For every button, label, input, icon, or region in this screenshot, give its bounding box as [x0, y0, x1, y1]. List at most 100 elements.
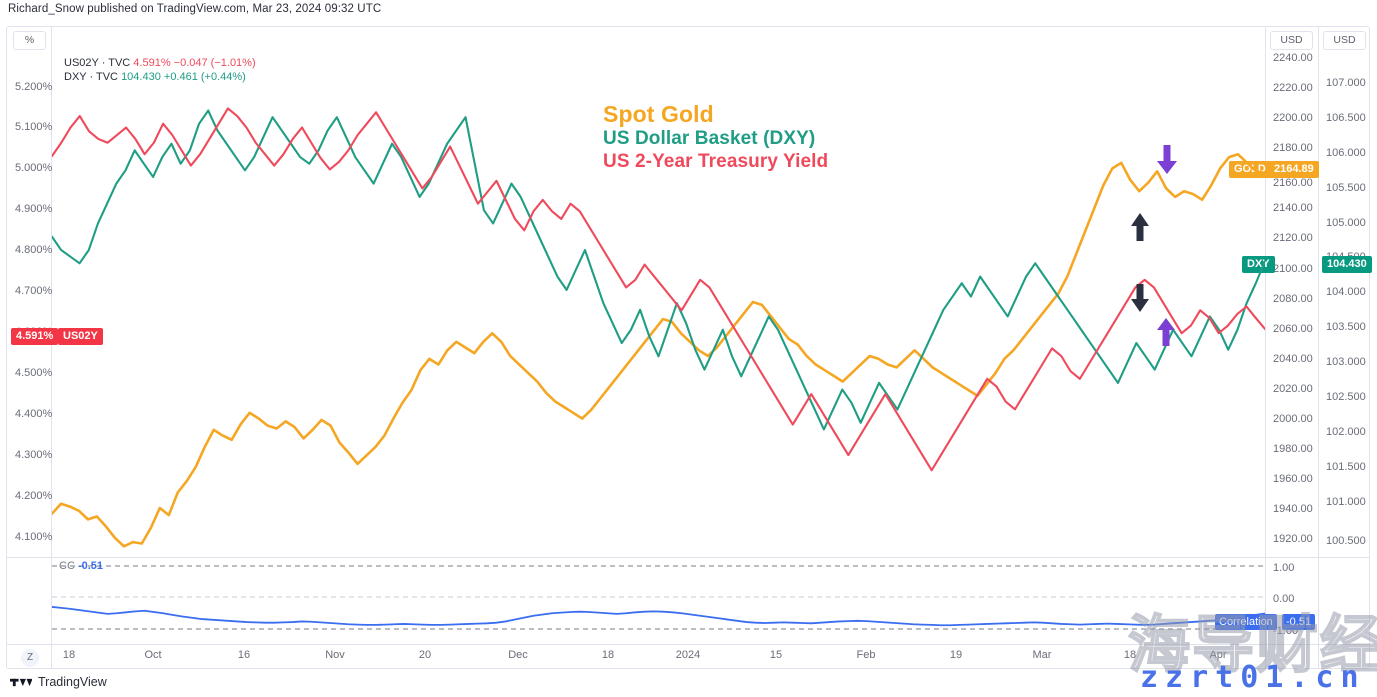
left-tick: 5.100% [15, 121, 53, 133]
dxy-tick: 104.000 [1326, 286, 1366, 298]
dxy-tick: 107.000 [1326, 77, 1366, 89]
correlation-name-badge[interactable]: Correlation [1215, 614, 1277, 630]
gold-tick: 2220.00 [1273, 82, 1313, 94]
gold-tick: 2120.00 [1273, 232, 1313, 244]
dark-down-arrow-icon [1129, 283, 1151, 318]
tradingview-wordmark: TradingView [38, 675, 107, 689]
legend-label-gold: Spot Gold [603, 101, 714, 127]
dxy-tick: 105.500 [1326, 182, 1366, 194]
us02y-symbol-label: US02Y · TVC [64, 57, 131, 69]
dxy-status-row: DXY · TVC 104.430 +0.461 (+0.44%) [64, 70, 256, 84]
dxy-line [52, 109, 1265, 431]
dxy-last-value: 104.430 [121, 71, 161, 83]
gold-tick: 1940.00 [1273, 503, 1313, 515]
left-tick: 4.100% [15, 531, 53, 543]
chart-frame: % USD USD 5.200% 5.100% 5.000% 4.900% 4.… [6, 26, 1372, 669]
purple-up-arrow-icon [1155, 317, 1177, 352]
gold-tick: 2160.00 [1273, 177, 1313, 189]
us02y-price-badge[interactable]: 4.591% [11, 328, 59, 345]
gold-price-badge[interactable]: 2164.89 [1269, 161, 1319, 178]
time-axis-separator [7, 644, 1369, 645]
time-label: 18 [62, 649, 76, 661]
us02y-change-value: −0.047 (−1.01%) [173, 57, 256, 69]
correlation-plot[interactable] [52, 558, 1265, 644]
left-scale-unit-chip[interactable]: % [13, 31, 46, 50]
time-label: 18 [601, 649, 615, 661]
correlation-status-line: CC -0.51 [59, 560, 103, 572]
pane-separator [7, 557, 1369, 558]
left-tick: 5.000% [15, 162, 53, 174]
time-label: Apr [1209, 649, 1227, 661]
us2y-line [52, 107, 1265, 472]
left-tick: 4.200% [15, 490, 53, 502]
gold-tick: 2140.00 [1273, 202, 1313, 214]
scale-separator-left [51, 27, 52, 668]
series-status-line: US02Y · TVC 4.591% −0.047 (−1.01%) DXY ·… [64, 56, 256, 84]
correlation-line [52, 606, 1265, 627]
us02y-last-value: 4.591% [133, 57, 171, 69]
dxy-scale-unit-chip[interactable]: USD [1323, 31, 1366, 50]
time-label: 18 [1123, 649, 1137, 661]
correlation-tick: 0.00 [1273, 593, 1295, 605]
dxy-tick: 101.500 [1326, 461, 1366, 473]
price-series-svg [52, 107, 1265, 548]
tradingview-logo[interactable]: TradingView [10, 675, 107, 689]
scale-separator-gold [1265, 27, 1266, 668]
gold-tick: 2100.00 [1273, 263, 1313, 275]
time-label: 19 [949, 649, 963, 661]
left-tick: 4.900% [15, 203, 53, 215]
gold-tick: 2080.00 [1273, 293, 1313, 305]
gold-tick: 2240.00 [1273, 52, 1313, 64]
dxy-tick: 102.000 [1326, 426, 1366, 438]
time-label: Oct [144, 649, 162, 661]
correlation-tick: 1.00 [1273, 562, 1295, 574]
publisher-credit: Richard_Snow published on TradingView.co… [8, 3, 382, 15]
left-tick: 4.800% [15, 244, 53, 256]
left-tick: 4.300% [15, 449, 53, 461]
time-axis[interactable]: Z 18 Oct 16 Nov 20 Dec 18 2024 15 Feb 19… [7, 645, 1369, 669]
time-label: Feb [856, 649, 876, 661]
main-price-plot[interactable] [52, 28, 1265, 557]
time-label: 20 [418, 649, 432, 661]
time-label: 15 [769, 649, 783, 661]
time-label: Nov [325, 649, 345, 661]
gold-tick: 2200.00 [1273, 112, 1313, 124]
correlation-series-svg [52, 565, 1265, 630]
left-tick: 4.400% [15, 408, 53, 420]
dxy-tick: 106.000 [1326, 147, 1366, 159]
time-label: 2024 [675, 649, 701, 661]
left-tick: 4.700% [15, 285, 53, 297]
dxy-price-badge[interactable]: 104.430 [1322, 256, 1372, 273]
dxy-change-value: +0.461 (+0.44%) [163, 71, 246, 83]
dxy-symbol-badge[interactable]: DXY [1242, 256, 1275, 273]
chart-legend: Spot Gold US Dollar Basket (DXY) US 2-Ye… [603, 101, 828, 173]
dxy-tick: 105.000 [1326, 217, 1366, 229]
correlation-value-badge[interactable]: -0.51 [1282, 614, 1316, 630]
gold-tick: 2180.00 [1273, 142, 1313, 154]
gold-tick: 2060.00 [1273, 323, 1313, 335]
dxy-tick: 106.500 [1326, 112, 1366, 124]
gold-tick: 2000.00 [1273, 413, 1313, 425]
gold-tick: 1960.00 [1273, 473, 1313, 485]
scale-separator-dxy [1318, 27, 1319, 668]
timezone-chip[interactable]: Z [21, 649, 39, 667]
tradingview-mark-icon [10, 678, 32, 686]
dark-up-arrow-icon [1129, 212, 1151, 247]
us02y-symbol-badge[interactable]: US02Y [58, 328, 103, 345]
correlation-value: -0.51 [77, 560, 104, 572]
time-label: 16 [237, 649, 251, 661]
time-label: Mar [1032, 649, 1052, 661]
dxy-tick: 102.500 [1326, 391, 1366, 403]
gold-tick: 2020.00 [1273, 383, 1313, 395]
gold-scale-unit-chip[interactable]: USD [1270, 31, 1313, 50]
correlation-label: CC [59, 560, 75, 572]
legend-label-us2y: US 2-Year Treasury Yield [603, 150, 829, 172]
gold-tick: 1980.00 [1273, 443, 1313, 455]
dxy-tick: 103.000 [1326, 356, 1366, 368]
us02y-status-row: US02Y · TVC 4.591% −0.047 (−1.01%) [64, 56, 256, 70]
time-label: Dec [508, 649, 528, 661]
dxy-tick: 103.500 [1326, 321, 1366, 333]
left-tick: 5.200% [15, 81, 53, 93]
dxy-tick: 100.500 [1326, 535, 1366, 547]
